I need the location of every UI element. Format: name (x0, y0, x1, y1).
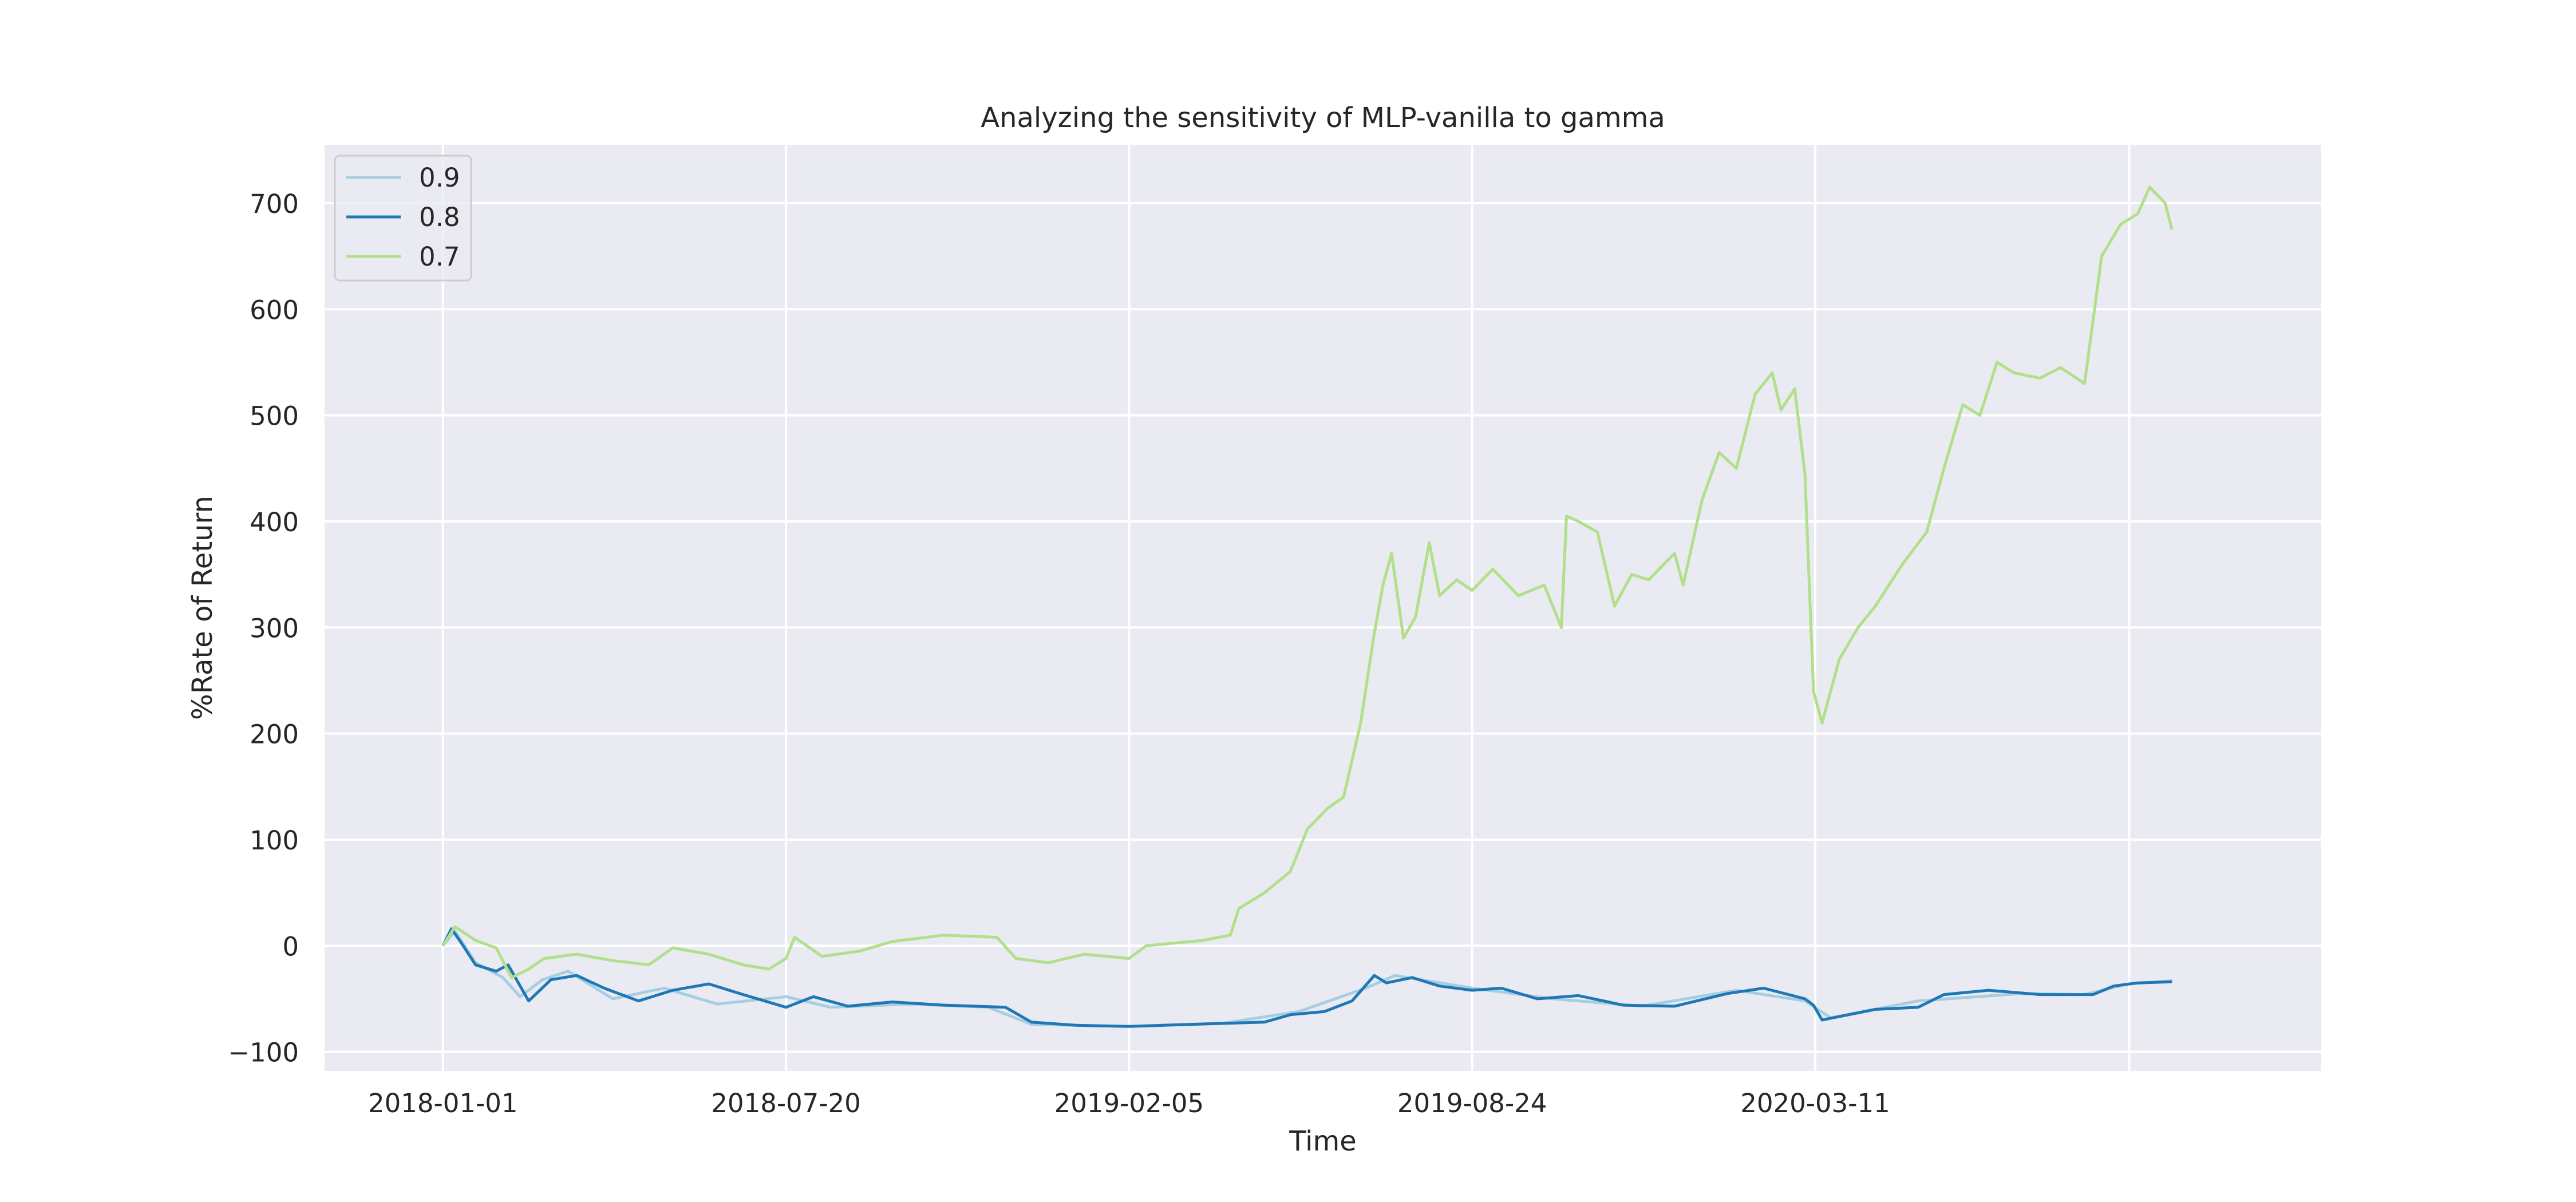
series-line-0-7 (441, 185, 2174, 979)
legend-label: 0.8 (419, 202, 460, 232)
x-tick-label: 2019-02-05 (1054, 1088, 1204, 1118)
y-tick-label: 700 (250, 189, 299, 219)
legend-box (334, 155, 472, 282)
chart-title: Analyzing the sensitivity of MLP-vanilla… (981, 102, 1665, 134)
x-tick-label: 2019-08-24 (1397, 1088, 1547, 1118)
y-tick-label: 500 (250, 401, 299, 432)
tick-labels: −100 0 100 200 300 400 500 600 700 2018-01-01 2018… (228, 189, 1890, 1118)
y-tick-label: 200 (250, 719, 299, 750)
legend: 0.9 0.8 0.7 (334, 155, 472, 282)
grid-lines (325, 145, 2321, 1071)
y-tick-label: 100 (250, 825, 299, 856)
y-tick-label: 600 (250, 295, 299, 325)
y-tick-label: 400 (250, 507, 299, 537)
plot-background (325, 145, 2321, 1071)
series-line-0-8 (441, 927, 2172, 1028)
x-tick-label: 2018-07-20 (711, 1088, 861, 1118)
y-axis-label: %Rate of Return (187, 496, 219, 720)
x-tick-label: 2020-03-11 (1740, 1088, 1890, 1118)
y-tick-label: −100 (228, 1038, 299, 1068)
series-lines (441, 185, 2174, 1028)
legend-label: 0.9 (419, 163, 460, 193)
x-axis-label: Time (1289, 1125, 1356, 1157)
y-tick-label: 300 (250, 613, 299, 643)
legend-label: 0.7 (419, 242, 460, 272)
y-tick-label: 0 (282, 931, 299, 962)
x-tick-label: 2018-01-01 (368, 1088, 518, 1118)
